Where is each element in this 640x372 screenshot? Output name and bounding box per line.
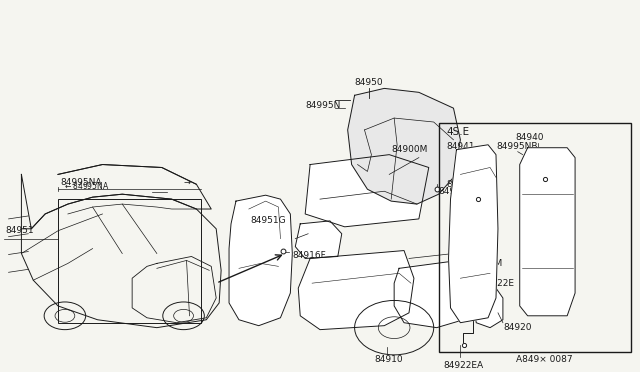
Polygon shape [348,89,460,204]
Text: 84922E: 84922E [480,279,514,288]
Text: 84916F: 84916F [292,251,326,260]
Text: 84900M: 84900M [391,145,428,154]
Text: 84951: 84951 [6,226,34,235]
Polygon shape [295,221,342,259]
Polygon shape [520,148,575,316]
Text: 84916F: 84916F [438,187,472,196]
Text: 84910: 84910 [374,355,403,364]
Polygon shape [298,251,414,330]
Text: 84995NA: 84995NA [60,178,102,187]
Text: 84900: 84900 [454,244,483,253]
Text: →: → [183,178,190,187]
Text: 84941: 84941 [447,142,475,151]
Text: A849× 0087: A849× 0087 [516,355,572,364]
Text: $\leftarrow$84995NA: $\leftarrow$84995NA [63,180,109,191]
Polygon shape [474,288,503,328]
Text: 84950: 84950 [355,78,383,87]
Text: 84940: 84940 [516,133,544,142]
Text: 4S.E: 4S.E [447,127,470,137]
Polygon shape [229,195,292,326]
Polygon shape [394,260,467,328]
Text: 84902M: 84902M [467,259,502,268]
Text: 84995NB: 84995NB [496,142,538,151]
Text: 84922EA: 84922EA [444,361,484,370]
Text: 84920: 84920 [503,323,531,332]
Text: 84951G: 84951G [251,217,286,225]
Polygon shape [305,155,429,227]
Text: 84995N: 84995N [305,101,340,110]
Polygon shape [449,145,498,323]
Text: 84995NC: 84995NC [447,180,488,189]
Bar [58,199,202,323]
Bar [438,123,632,352]
